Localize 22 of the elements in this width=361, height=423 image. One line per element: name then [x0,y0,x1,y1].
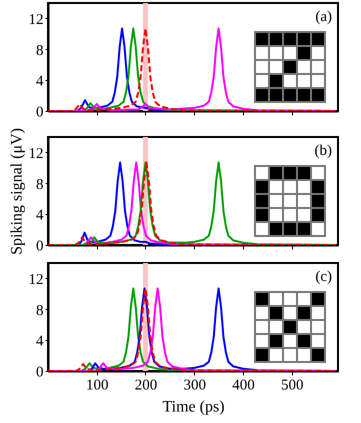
annotation: (b) [314,143,332,159]
y-tick-label: 8 [36,302,44,319]
y-tick-label: 4 [36,208,44,224]
y-tick-label: 8 [36,176,44,193]
y-axis-title: Spiking signal (μV) [8,128,26,255]
y-tick-label: 0 [36,364,44,380]
y-tick-label: 0 [36,238,44,254]
y-tick-label: 12 [28,146,44,162]
x-tick-label: 300 [183,378,206,394]
x-axis-title: Time (ps) [162,398,225,416]
y-tick-label: 4 [36,74,44,90]
x-tick-label: 100 [86,378,108,394]
y-tick-label: 12 [28,12,44,28]
y-tick-label: 8 [36,42,44,59]
y-tick-label: 12 [28,272,44,288]
x-tick-label: 400 [232,378,255,394]
x-tick-label: 200 [134,378,158,394]
y-tick-label: 0 [36,104,44,120]
annotation: (c) [315,269,332,285]
annotation: (a) [315,9,332,25]
y-tick-label: 4 [36,334,44,350]
x-tick-label: 500 [280,378,304,394]
